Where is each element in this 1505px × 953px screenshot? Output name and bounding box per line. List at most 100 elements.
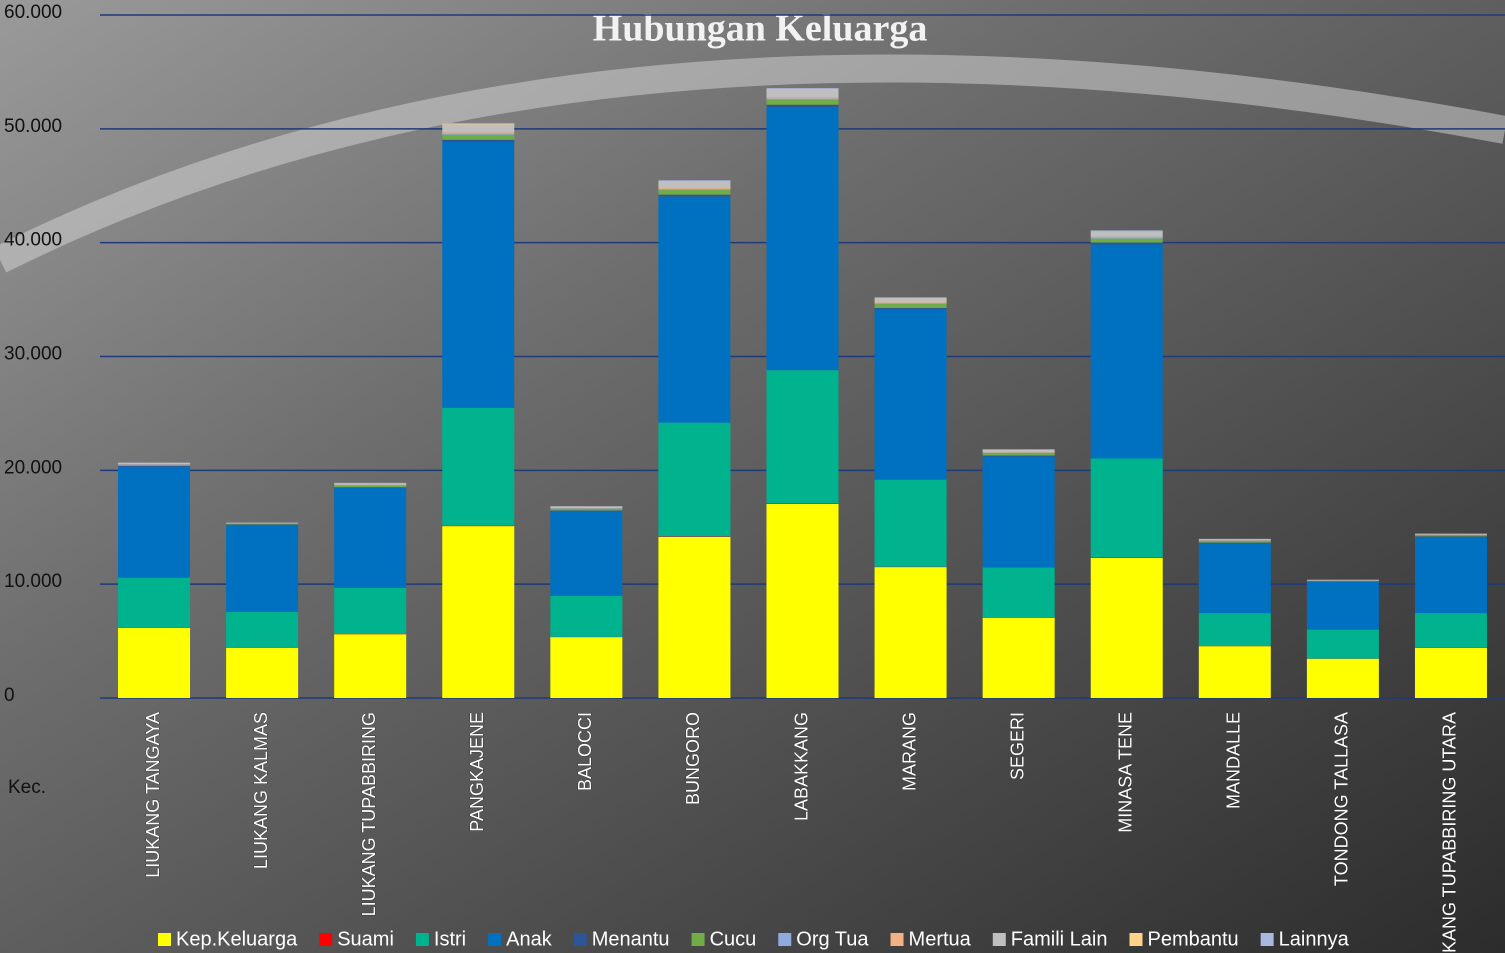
- bar-segment: [658, 423, 730, 537]
- bar-segment: [226, 524, 298, 525]
- bar-segment: [658, 195, 730, 197]
- bar-segment: [550, 509, 622, 511]
- legend-swatch: [158, 933, 171, 946]
- legend-label: Suami: [337, 928, 394, 950]
- y-tick-label: 60.000: [4, 2, 62, 23]
- bar-segment: [875, 298, 947, 303]
- bar-segment: [658, 197, 730, 423]
- chart: Hubungan Keluarga Kec. 010.00020.00030.0…: [0, 0, 1505, 953]
- bar-segment: [1415, 648, 1487, 698]
- bar-segment: [875, 303, 947, 304]
- bar-segment: [550, 507, 622, 509]
- bar-segment: [334, 588, 406, 634]
- bar-segment: [550, 637, 622, 698]
- bar-segment: [1307, 581, 1379, 582]
- bar-segment: [658, 180, 730, 181]
- background: [0, 0, 1505, 953]
- bar-segment: [767, 503, 839, 504]
- bar-segment: [442, 123, 514, 124]
- bar-segment: [767, 97, 839, 98]
- bar-segment: [550, 511, 622, 596]
- bar-segment: [118, 465, 190, 466]
- bar-segment: [1091, 244, 1163, 458]
- bar-segment: [442, 142, 514, 408]
- bar-segment: [875, 304, 947, 308]
- bar-segment: [983, 453, 1055, 455]
- bar-segment: [442, 408, 514, 526]
- bar-segment: [226, 525, 298, 612]
- legend-swatch: [993, 933, 1006, 946]
- bar-segment: [226, 523, 298, 524]
- bar-segment: [442, 526, 514, 698]
- y-tick-label: 40.000: [4, 230, 62, 251]
- bar-segment: [334, 488, 406, 588]
- bar-segment: [1415, 537, 1487, 613]
- bar-segment: [550, 511, 622, 512]
- y-tick-label: 30.000: [4, 344, 62, 365]
- bar-segment: [658, 537, 730, 698]
- bar-segment: [767, 98, 839, 99]
- x-tick-label: MINASA TENE: [1115, 712, 1135, 833]
- bar-segment: [875, 308, 947, 309]
- bar-segment: [1199, 646, 1271, 698]
- x-tick-label: BALOCCI: [575, 712, 595, 791]
- legend-label: Mertua: [909, 928, 972, 950]
- legend-label: Kep.Keluarga: [176, 928, 298, 950]
- bar-segment: [1199, 613, 1271, 646]
- x-tick-label: LIUKANG TANGAYA: [143, 712, 163, 878]
- x-axis-label: Kec.: [8, 777, 46, 798]
- bar-segment: [983, 456, 1055, 457]
- bar-segment: [1307, 659, 1379, 698]
- x-tick-label: LIUKANG TUPABBIRING: [359, 712, 379, 916]
- legend-label: Cucu: [710, 928, 757, 950]
- legend-swatch: [416, 933, 429, 946]
- bar-segment: [442, 124, 514, 132]
- bar-segment: [658, 190, 730, 195]
- legend-label: Pembantu: [1147, 928, 1238, 950]
- bar-segment: [334, 634, 406, 698]
- bar-segment: [1091, 239, 1163, 243]
- bar-segment: [442, 140, 514, 142]
- bar-segment: [767, 370, 839, 503]
- x-tick-label: MARANG: [899, 712, 919, 791]
- bar-segment: [767, 105, 839, 108]
- x-tick-label: BUNGORO: [683, 712, 703, 805]
- bar-segment: [1091, 230, 1163, 231]
- bar-segment: [550, 596, 622, 637]
- bar-segment: [1091, 238, 1163, 239]
- bar-segment: [767, 504, 839, 698]
- bar-segment: [767, 89, 839, 97]
- legend-swatch: [891, 933, 904, 946]
- bar-segment: [334, 487, 406, 488]
- legend-label: Menantu: [592, 928, 670, 950]
- bar-segment: [875, 309, 947, 479]
- bar-segment: [1199, 539, 1271, 540]
- chart-title: Hubungan Keluarga: [593, 8, 928, 50]
- bar-segment: [658, 188, 730, 189]
- bar-segment: [1091, 237, 1163, 238]
- bar-segment: [1091, 558, 1163, 698]
- bar-segment: [1415, 613, 1487, 648]
- bar-segment: [875, 567, 947, 698]
- bar-segment: [983, 456, 1055, 567]
- bar-segment: [983, 567, 1055, 617]
- bar-segment: [1307, 580, 1379, 581]
- bar-segment: [226, 648, 298, 698]
- legend-label: Anak: [506, 928, 553, 950]
- bar-segment: [658, 189, 730, 190]
- bar-segment: [118, 463, 190, 464]
- bar-segment: [875, 480, 947, 567]
- bar-segment: [1199, 543, 1271, 613]
- bar-segment: [1307, 582, 1379, 630]
- legend-swatch: [1129, 933, 1142, 946]
- x-tick-label: SEGERI: [1007, 712, 1027, 780]
- bar-segment: [334, 485, 406, 487]
- bar-segment: [767, 107, 839, 370]
- bar-segment: [1415, 535, 1487, 536]
- bar-segment: [875, 303, 947, 304]
- y-tick-label: 0: [4, 685, 15, 706]
- legend-label: Istri: [434, 928, 466, 950]
- legend-swatch: [574, 933, 587, 946]
- bar-segment: [1091, 231, 1163, 237]
- y-tick-label: 10.000: [4, 571, 62, 592]
